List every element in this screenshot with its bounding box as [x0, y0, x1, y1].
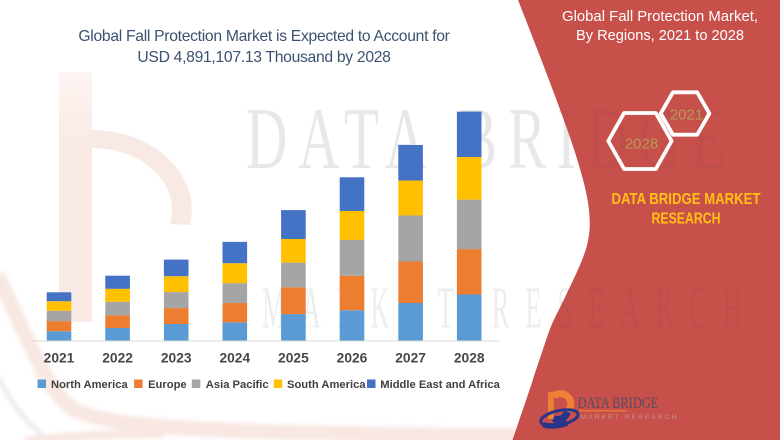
svg-text:RESEARCH: RESEARCH	[652, 211, 721, 228]
svg-text:2021: 2021	[670, 107, 703, 124]
svg-text:Asia Pacific: Asia Pacific	[206, 379, 269, 391]
svg-text:USD 4,891,107.13 Thousand by 2: USD 4,891,107.13 Thousand by 2028	[137, 49, 391, 66]
svg-text:Middle East and Africa: Middle East and Africa	[380, 379, 500, 391]
svg-text:2024: 2024	[219, 351, 250, 366]
svg-text:2026: 2026	[337, 351, 368, 366]
svg-text:South America: South America	[287, 379, 366, 391]
svg-text:2028: 2028	[625, 136, 658, 153]
svg-text:Europe: Europe	[148, 379, 187, 391]
svg-text:2021: 2021	[44, 351, 75, 366]
svg-text:2023: 2023	[161, 351, 192, 366]
svg-text:By Regions, 2021 to 2028: By Regions, 2021 to 2028	[576, 27, 744, 44]
svg-text:Global Fall Protection Market: Global Fall Protection Market is Expecte…	[78, 28, 449, 45]
svg-text:2025: 2025	[278, 351, 309, 366]
svg-text:Global Fall Protection Market,: Global Fall Protection Market,	[562, 8, 758, 25]
svg-text:MARKET RESEARCH: MARKET RESEARCH	[581, 414, 679, 421]
svg-text:2027: 2027	[395, 351, 426, 366]
svg-text:2022: 2022	[102, 351, 133, 366]
svg-text:DATA BRIDGE: DATA BRIDGE	[578, 395, 659, 413]
svg-text:2028: 2028	[454, 351, 485, 366]
svg-text:North America: North America	[51, 379, 128, 391]
svg-text:DATA BRIDGE MARKET: DATA BRIDGE MARKET	[612, 191, 761, 208]
